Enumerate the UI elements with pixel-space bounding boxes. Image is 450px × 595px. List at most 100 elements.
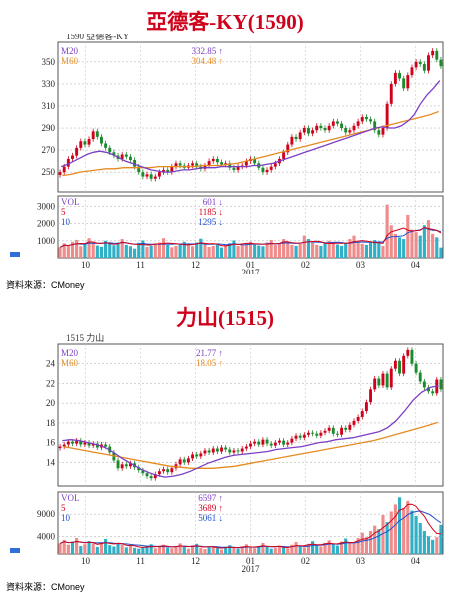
x-tick-label: 02 — [301, 260, 310, 270]
candle-body — [58, 446, 62, 449]
volume-bar — [215, 243, 219, 258]
volume-bar — [219, 549, 224, 554]
volume-bar — [290, 544, 294, 554]
candle-body — [385, 103, 389, 129]
candle-body — [406, 75, 410, 89]
volume-bar — [360, 532, 364, 554]
volume-bar — [190, 545, 195, 554]
candle-body — [240, 448, 244, 452]
volume-bar — [87, 541, 91, 554]
candle-body — [137, 467, 141, 471]
candle-body — [257, 441, 261, 445]
candle-body — [302, 128, 306, 133]
volume-bar — [195, 242, 199, 258]
volume-bar — [87, 238, 91, 258]
volume-bar — [360, 243, 364, 258]
candle-body — [195, 454, 199, 457]
candle-body — [278, 440, 281, 443]
volume-bar — [335, 244, 340, 258]
candle-body — [149, 174, 153, 179]
volume-bar — [319, 546, 323, 554]
candle-body — [253, 158, 257, 164]
volume-bar — [348, 542, 352, 554]
volume-bar — [269, 239, 273, 258]
candle-body — [120, 154, 124, 159]
candle-body — [228, 163, 232, 168]
candle-body — [87, 442, 91, 446]
candle-body — [228, 449, 232, 453]
candle-body — [253, 441, 257, 444]
candle-body — [153, 474, 157, 479]
m60-line — [63, 421, 438, 469]
volume-bar — [195, 543, 199, 554]
x-tick-label: 10 — [81, 260, 91, 270]
volume-bar — [240, 546, 244, 554]
volume-bar — [211, 546, 215, 554]
candle-body — [414, 61, 418, 68]
volume-bar — [282, 547, 286, 554]
candle-body — [162, 169, 166, 173]
candle-body — [124, 154, 128, 157]
candle-body — [83, 442, 87, 445]
m20-line — [60, 80, 441, 173]
volume-bar — [298, 546, 302, 554]
candle-body — [335, 433, 339, 435]
volume-bar — [141, 240, 145, 258]
candle-body — [335, 121, 339, 124]
candle-body — [381, 128, 385, 135]
volume-bar — [298, 243, 302, 258]
volume-bar — [128, 246, 133, 258]
price-legend-name: M60 — [61, 56, 79, 66]
candle-body — [418, 372, 422, 382]
volume-bar — [124, 547, 128, 554]
candle-body — [327, 427, 331, 431]
candle-body — [58, 172, 62, 175]
volume-bar — [236, 548, 240, 554]
x-tick-label: 11 — [136, 556, 145, 566]
volume-bar — [418, 523, 422, 554]
volume-bar — [406, 214, 410, 258]
candle-body — [170, 468, 174, 473]
volume-bar — [62, 539, 66, 554]
volume-bar — [70, 541, 75, 554]
x-tick-label: 10 — [81, 556, 91, 566]
volume-bar — [385, 522, 389, 554]
volume-bar — [207, 547, 211, 554]
volume-bar — [323, 243, 327, 258]
candlestick-chart-1515: 1515 力山 24 22 20 18 16 14 9000 4000 10 11 12 01 02 03 0… — [10, 332, 444, 574]
volume-ma5-line — [59, 503, 441, 549]
volume-bar — [203, 244, 207, 258]
volume-bar — [66, 544, 70, 554]
candle-body — [418, 61, 422, 65]
candle-body — [356, 121, 360, 126]
volume-bar — [431, 233, 435, 258]
volume-bar — [435, 237, 439, 258]
candle-body — [344, 128, 348, 133]
candle-body — [369, 119, 373, 122]
volume-legend-value: 3689 ↑ — [198, 503, 223, 513]
candle-body — [249, 443, 252, 447]
volume-bar — [66, 245, 70, 258]
x-tick-label: 12 — [191, 556, 200, 566]
volume-bar — [265, 546, 269, 554]
volume-legend-name: 10 — [61, 217, 71, 227]
volume-tick-label: 4000 — [37, 531, 56, 541]
volume-bar — [79, 546, 83, 554]
volume-bar — [182, 546, 186, 554]
volume-bar — [228, 545, 232, 554]
volume-bar — [240, 244, 244, 258]
volume-bar — [397, 497, 402, 554]
candle-body — [327, 125, 331, 131]
volume-bar — [104, 538, 108, 554]
candle-body — [244, 446, 248, 449]
candle-body — [364, 402, 368, 412]
volume-bar — [340, 245, 344, 258]
candle-body — [427, 55, 430, 71]
volume-bar — [186, 548, 190, 554]
price-legend-name: M20 — [61, 46, 79, 56]
candle-body — [331, 427, 335, 434]
volume-bar — [133, 248, 137, 258]
candle-body — [62, 444, 66, 447]
candle-body — [149, 476, 153, 479]
volume-bar — [137, 548, 141, 554]
